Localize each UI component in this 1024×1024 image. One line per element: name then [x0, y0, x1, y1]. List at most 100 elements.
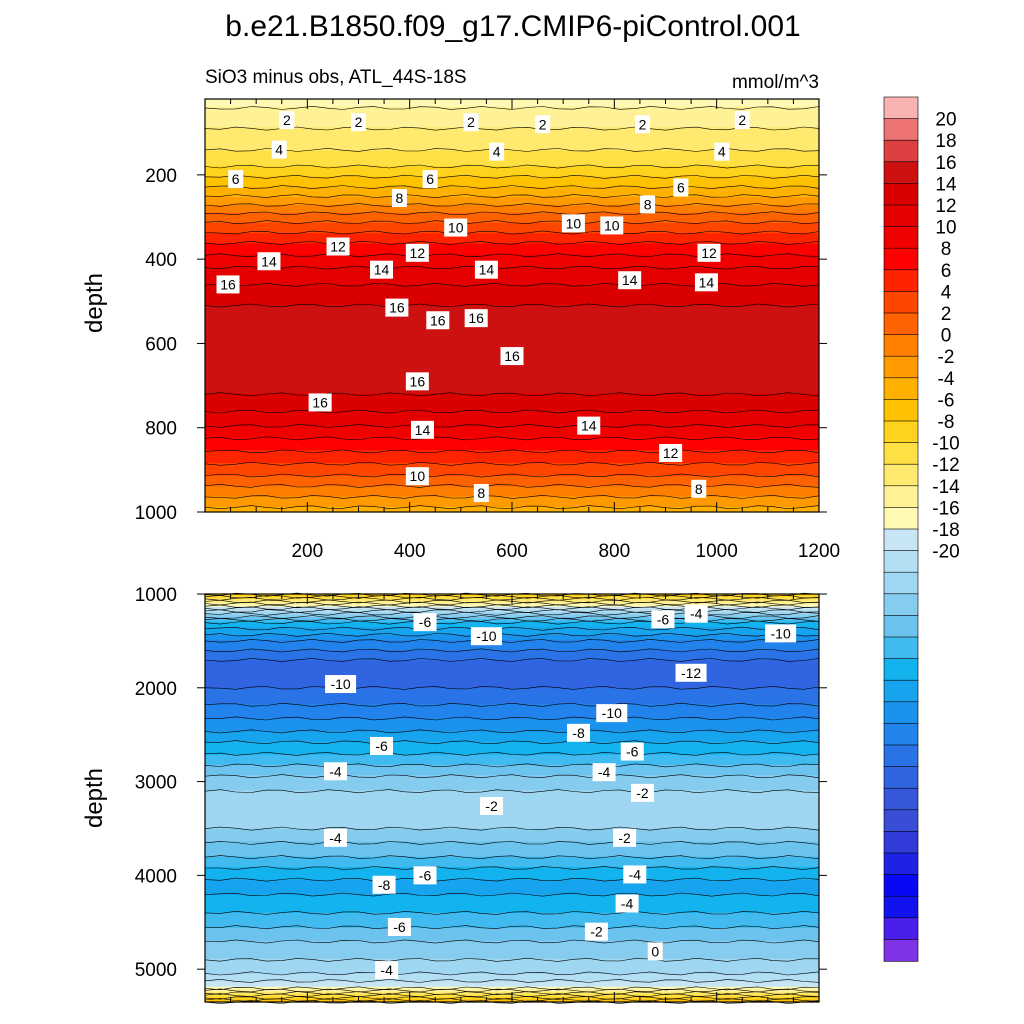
lower-band: [205, 828, 819, 832]
contour-label-box: [326, 237, 350, 256]
contour-label-text: 2: [738, 112, 746, 128]
lower-contour-labels: -6 -10 -6 -4 -10 -12 -10 -10 -8 -6 -6 -4 -4 -2 -2 -4 -2 -…: [323, 604, 797, 980]
upper-band: [205, 297, 819, 301]
lower-band: [205, 841, 819, 845]
colorbar-swatch: [883, 917, 919, 941]
lower-contour-line: [204, 620, 820, 625]
upper-band: [205, 318, 819, 322]
upper-band: [205, 199, 819, 203]
lower-band: [205, 767, 819, 771]
lower-band: [205, 922, 819, 927]
contour-label-box: [673, 178, 689, 197]
contour-label: 16: [308, 393, 332, 412]
lower-y-axis-label: depth: [81, 768, 108, 828]
lower-band: [205, 754, 819, 758]
lower-contour-line: [204, 892, 820, 897]
contour-label-box: [489, 142, 505, 161]
upper-band: [205, 204, 819, 209]
colorbar-swatch: [883, 269, 919, 293]
upper-band: [205, 148, 819, 152]
lower-band: [205, 622, 819, 626]
contour-label: -10: [765, 624, 797, 643]
lower-band: [205, 846, 819, 850]
upper-band: [205, 408, 819, 412]
contour-label: 14: [618, 271, 642, 290]
lower-band: [205, 693, 819, 697]
lower-band: [205, 851, 819, 855]
lower-contour-line: [204, 648, 820, 653]
lower-band: [205, 849, 819, 853]
lower-band: [205, 718, 819, 723]
upper-band: [205, 135, 819, 139]
contour-label-text: -4: [629, 866, 642, 882]
lower-band: [205, 917, 819, 921]
upper-x-axis: 200 400 600 800 1000 1200: [204, 99, 840, 562]
upper-band: [205, 481, 819, 485]
contour-label: 10: [444, 218, 468, 237]
lower-band: [205, 887, 819, 891]
contour-label-text: -4: [598, 764, 611, 780]
contour-label-text: 8: [695, 481, 703, 497]
upper-band: [205, 238, 819, 242]
lower-band: [205, 874, 819, 878]
lower-band: [205, 650, 819, 654]
lower-contour-line: [204, 910, 820, 915]
contour-label-box: [271, 140, 287, 159]
lower-band: [205, 798, 819, 802]
lower-contour-line: [204, 617, 820, 622]
contour-label-text: -6: [419, 867, 432, 883]
lower-band: [205, 662, 819, 666]
contour-label: 2: [463, 113, 479, 132]
contour-label: 4: [489, 142, 505, 161]
lower-band: [205, 670, 819, 674]
contour-label-box: [370, 736, 394, 755]
upper-band: [205, 282, 819, 286]
colorbar-swatch: [883, 183, 919, 206]
lower-contour-line: [204, 716, 820, 721]
lower-band: [205, 897, 819, 901]
upper-band: [205, 431, 819, 436]
upper-band: [205, 475, 819, 480]
upper-y-tick-label: 200: [145, 166, 177, 187]
lower-band: [205, 790, 819, 794]
lower-band: [205, 690, 819, 695]
contour-label-text: 14: [581, 418, 597, 434]
colorbar-swatch: [883, 507, 919, 530]
upper-band: [205, 462, 819, 467]
contour-label-box: [634, 115, 650, 134]
upper-y-tick-label: 1000: [135, 503, 177, 524]
contour-label: -4: [615, 894, 639, 913]
contour-label: -4: [684, 604, 708, 623]
colorbar-swatch: [883, 204, 919, 228]
contour-label: -8: [372, 875, 396, 894]
contour-label-box: [734, 111, 750, 130]
upper-band: [205, 122, 819, 126]
contour-label-box: [323, 762, 347, 781]
upper-band: [205, 251, 819, 255]
upper-band: [205, 305, 819, 309]
contour-label-text: 8: [396, 190, 404, 206]
contour-label-box: [387, 917, 411, 936]
contour-label-text: 8: [644, 196, 652, 212]
lower-band: [205, 749, 819, 753]
contour-label-box: [464, 309, 488, 328]
upper-band: [205, 202, 819, 206]
upper-band: [205, 220, 819, 224]
lower-band: [205, 696, 819, 700]
colorbar-tick-label: -6: [938, 390, 955, 411]
contour-label: -4: [375, 961, 399, 980]
contour-label-box: [405, 372, 429, 391]
lower-band: [205, 818, 819, 822]
lower-band: [205, 657, 819, 661]
contour-label-text: -6: [375, 738, 388, 754]
contour-label: 8: [640, 195, 656, 214]
colorbar-tick-label: -20: [932, 542, 959, 563]
lower-band: [205, 716, 819, 720]
upper-contour-line: [204, 185, 820, 190]
lower-contour-line: [204, 632, 820, 637]
lower-band: [205, 940, 819, 944]
upper-contour-line: [204, 126, 820, 131]
contour-label-box: [618, 271, 642, 290]
contour-label: -2: [584, 922, 608, 941]
contour-label-text: -10: [330, 676, 350, 692]
